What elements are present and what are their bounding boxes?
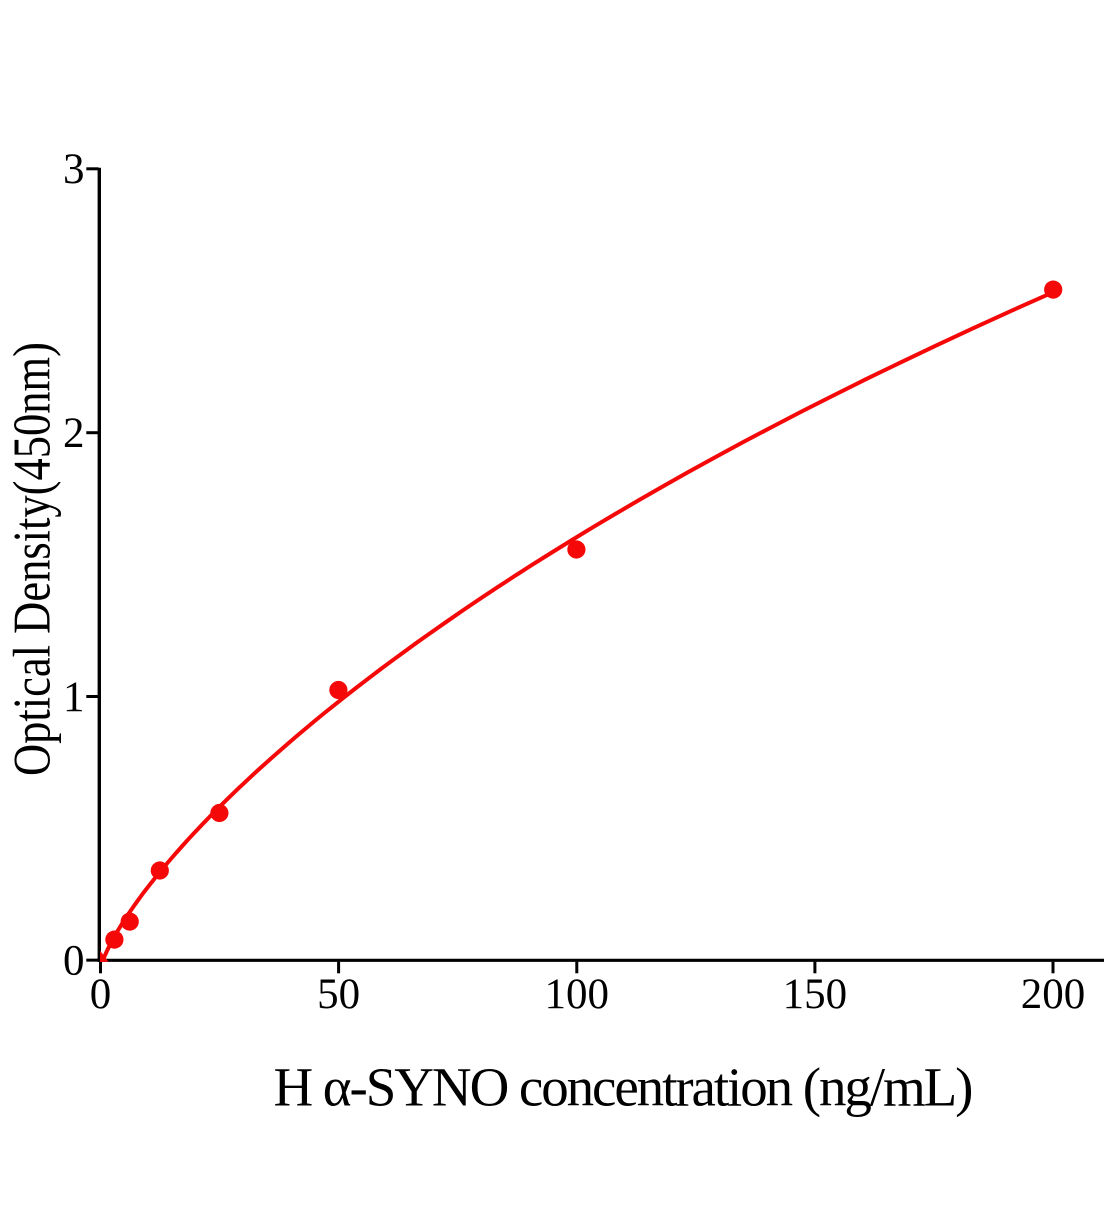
svg-text:1: 1 [63, 674, 85, 721]
svg-text:H α-SYNO concentration (ng/mL): H α-SYNO concentration (ng/mL) [274, 1057, 974, 1118]
svg-text:100: 100 [545, 971, 610, 1018]
svg-text:200: 200 [1021, 971, 1086, 1018]
svg-text:150: 150 [783, 971, 848, 1018]
svg-text:3: 3 [63, 146, 85, 193]
svg-text:Optical Density(450nm): Optical Density(450nm) [4, 342, 62, 776]
svg-text:0: 0 [63, 937, 85, 984]
svg-text:0: 0 [90, 971, 112, 1018]
svg-text:2: 2 [63, 410, 85, 457]
svg-text:50: 50 [317, 971, 360, 1018]
